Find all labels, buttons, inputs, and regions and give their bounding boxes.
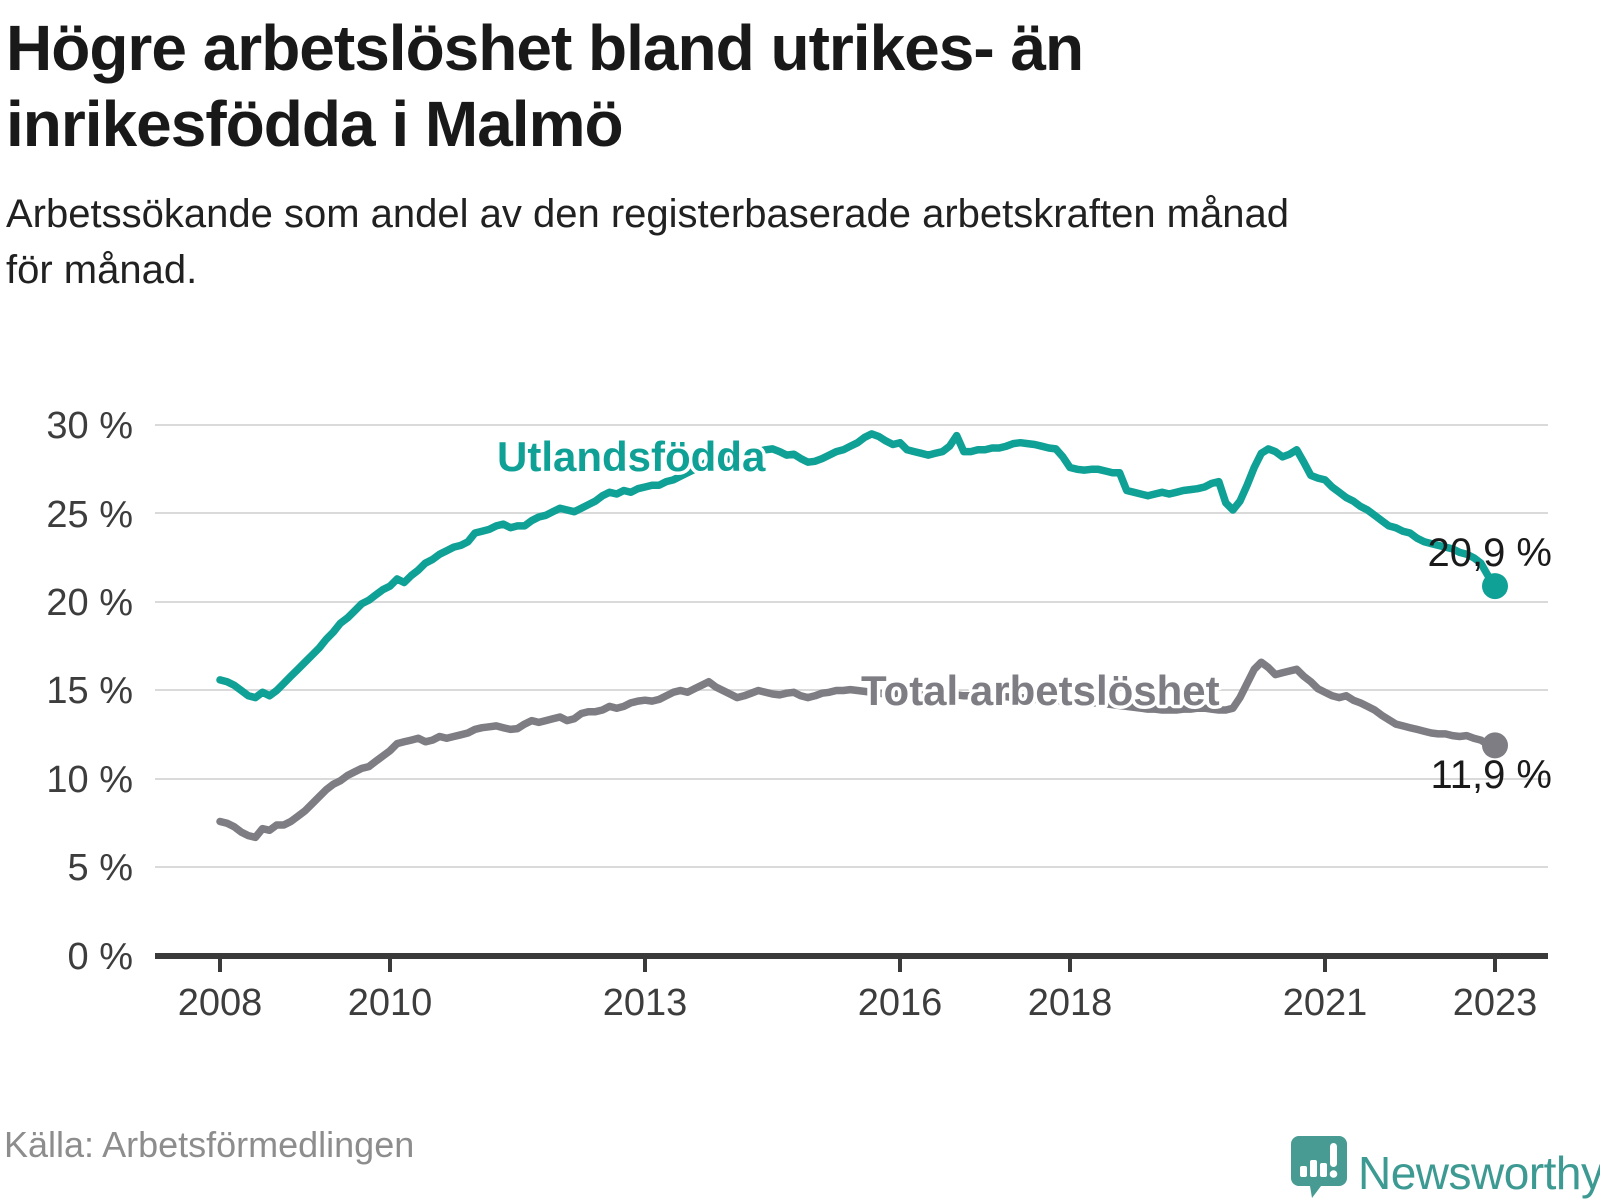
end-value-utlandsfodda: 20,9 % (1427, 531, 1552, 575)
series-label-total-arbetsloshet: Total arbetslöshet (861, 667, 1220, 714)
x-label-2013: 2013 (603, 982, 688, 1024)
y-tick-5: 5 % (68, 847, 133, 889)
line-total-arbetsloshet (216, 658, 1499, 842)
source-note: Källa: Arbetsförmedlingen (4, 1124, 415, 1165)
x-axis-labels: 2008 2010 2013 2016 2018 2021 2023 (178, 982, 1538, 1024)
page-title: Högre arbetslöshet bland utrikes- än inr… (6, 10, 1506, 162)
title-line-2: inrikesfödda i Malmö (6, 88, 624, 160)
line-utlandsfodda (216, 430, 1499, 702)
subtitle-line-1: Arbetssökande som andel av den registerb… (6, 192, 1289, 236)
x-label-2010: 2010 (348, 982, 433, 1024)
y-tick-25: 25 % (46, 494, 133, 536)
end-dot-total (1482, 732, 1508, 759)
end-value-total: 11,9 % (1430, 753, 1552, 797)
speech-bubble-icon (1291, 1136, 1347, 1198)
x-label-2016: 2016 (858, 982, 943, 1024)
x-axis-ticks (218, 958, 1497, 972)
end-dot-utlandsfodda (1482, 573, 1508, 600)
x-label-2008: 2008 (178, 982, 263, 1024)
x-label-2021: 2021 (1283, 982, 1368, 1024)
y-tick-0: 0 % (68, 936, 133, 978)
newsworthy-logo-icon (1291, 1136, 1347, 1198)
y-axis-labels: 30 % 25 % 20 % 15 % 10 % 5 % 0 % (46, 405, 133, 978)
bar-1 (1300, 1166, 1307, 1177)
exclamation-bar (1330, 1143, 1337, 1167)
y-tick-20: 20 % (46, 582, 133, 624)
gridlines (155, 424, 1548, 868)
bar-3 (1320, 1163, 1327, 1177)
y-tick-10: 10 % (46, 759, 133, 801)
exclamation-dot (1329, 1170, 1338, 1178)
chart-subtitle: Arbetssökande som andel av den registerb… (6, 186, 1566, 298)
subtitle-line-2: för månad. (6, 248, 198, 292)
brand-name: Newsworthy (1358, 1147, 1600, 1199)
y-tick-15: 15 % (46, 670, 133, 712)
bar-2 (1310, 1160, 1317, 1177)
title-line-1: Högre arbetslöshet bland utrikes- än (6, 12, 1084, 84)
series-label-utlandsfodda: Utlandsfödda (497, 433, 766, 480)
x-label-2018: 2018 (1028, 982, 1113, 1024)
x-label-2023: 2023 (1453, 982, 1538, 1024)
y-tick-30: 30 % (46, 405, 133, 447)
